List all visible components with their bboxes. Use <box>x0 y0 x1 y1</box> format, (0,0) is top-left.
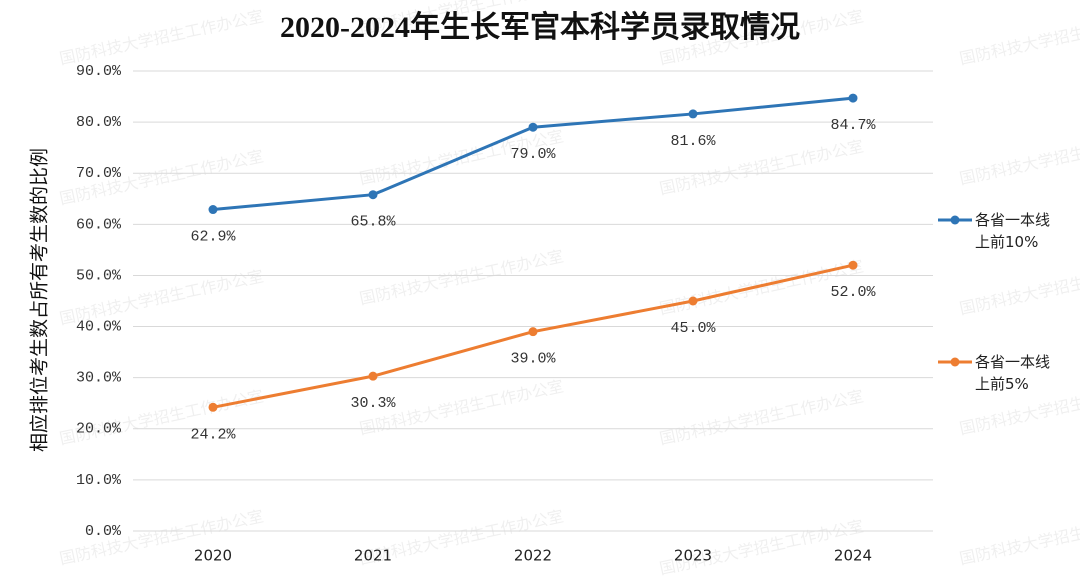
x-tick-label: 2022 <box>514 547 552 565</box>
data-point <box>848 93 858 103</box>
x-tick-label: 2020 <box>194 547 232 565</box>
y-tick-label: 30.0% <box>76 370 122 387</box>
data-label: 30.3% <box>350 395 396 412</box>
data-point <box>848 260 858 270</box>
data-point <box>208 402 218 412</box>
data-label: 65.8% <box>350 214 396 231</box>
legend-label: 各省一本线上前5% <box>975 353 1051 393</box>
data-label: 84.7% <box>830 117 876 134</box>
watermark: 国防科技大学招生工作办公室 <box>358 246 565 308</box>
legend-marker <box>950 357 960 367</box>
data-point <box>208 205 218 215</box>
legend-label: 各省一本线上前10% <box>975 211 1051 251</box>
y-tick-label: 40.0% <box>76 319 122 336</box>
data-label: 39.0% <box>510 351 556 368</box>
y-tick-label: 70.0% <box>76 165 122 182</box>
watermark: 国防科技大学招生工作办公室 <box>58 6 265 68</box>
watermark: 国防科技大学招生工作办公室 <box>958 126 1080 188</box>
data-label: 79.0% <box>510 146 556 163</box>
y-tick-label: 0.0% <box>85 523 122 540</box>
y-axis-title: 相应排位考生数占所有考生数的比例 <box>29 148 51 452</box>
y-tick-label: 50.0% <box>76 267 122 284</box>
watermark: 国防科技大学招生工作办公室 <box>958 6 1080 68</box>
x-tick-label: 2021 <box>354 547 392 565</box>
watermark: 国防科技大学招生工作办公室 <box>958 256 1080 318</box>
data-label: 81.6% <box>670 133 716 150</box>
data-point <box>528 327 538 337</box>
y-tick-label: 10.0% <box>76 472 122 489</box>
chart-title: 2020-2024年生长军官本科学员录取情况 <box>280 10 800 44</box>
data-label: 45.0% <box>670 320 716 337</box>
y-tick-label: 80.0% <box>76 114 122 131</box>
data-point <box>368 371 378 381</box>
data-label: 24.2% <box>190 426 236 443</box>
y-tick-label: 90.0% <box>76 63 122 80</box>
data-point <box>688 109 698 119</box>
watermark: 国防科技大学招生工作办公室 <box>958 506 1080 568</box>
data-point <box>368 190 378 200</box>
y-tick-label: 20.0% <box>76 421 122 438</box>
data-point <box>528 122 538 132</box>
data-label: 62.9% <box>190 228 236 245</box>
legend-marker <box>950 215 960 225</box>
x-tick-label: 2024 <box>834 547 872 565</box>
y-tick-label: 60.0% <box>76 216 122 233</box>
data-point <box>688 296 698 306</box>
watermark: 国防科技大学招生工作办公室 <box>658 386 865 448</box>
x-tick-label: 2023 <box>674 547 712 565</box>
data-label: 52.0% <box>830 284 876 301</box>
